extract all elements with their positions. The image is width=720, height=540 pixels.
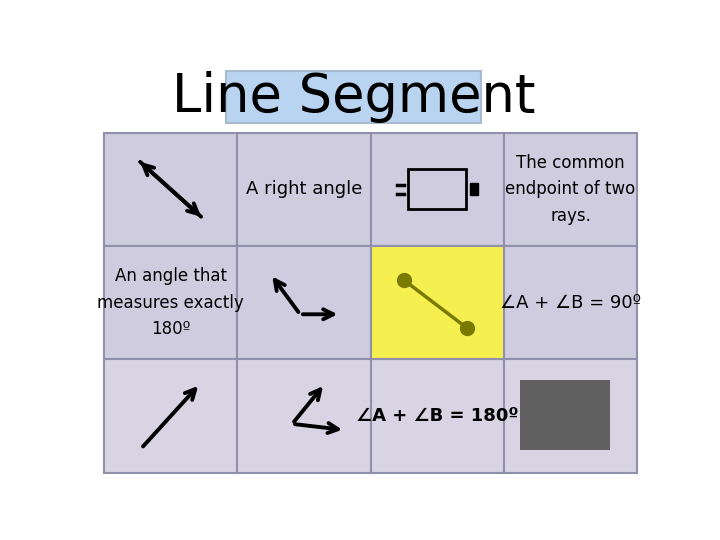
- Text: A right angle: A right angle: [246, 180, 362, 198]
- Bar: [504, 132, 637, 246]
- Bar: [104, 246, 238, 360]
- Bar: [408, 169, 467, 210]
- Bar: [520, 380, 611, 450]
- Text: Line Segment: Line Segment: [172, 71, 535, 123]
- Bar: [504, 360, 637, 473]
- Polygon shape: [470, 183, 478, 195]
- Bar: [238, 360, 371, 473]
- Bar: [371, 360, 504, 473]
- Bar: [371, 246, 504, 360]
- Bar: [238, 132, 371, 246]
- Bar: [104, 132, 238, 246]
- Bar: [225, 71, 482, 123]
- Text: The common
endpoint of two
rays.: The common endpoint of two rays.: [505, 154, 636, 225]
- Text: ∠A + ∠B = 90º: ∠A + ∠B = 90º: [500, 294, 641, 312]
- Bar: [504, 246, 637, 360]
- Text: ∠A + ∠B = 180º: ∠A + ∠B = 180º: [356, 407, 518, 425]
- Text: An angle that
measures exactly
180º: An angle that measures exactly 180º: [97, 267, 244, 338]
- Bar: [371, 132, 504, 246]
- Bar: [238, 246, 371, 360]
- Bar: [371, 246, 504, 360]
- Bar: [104, 360, 238, 473]
